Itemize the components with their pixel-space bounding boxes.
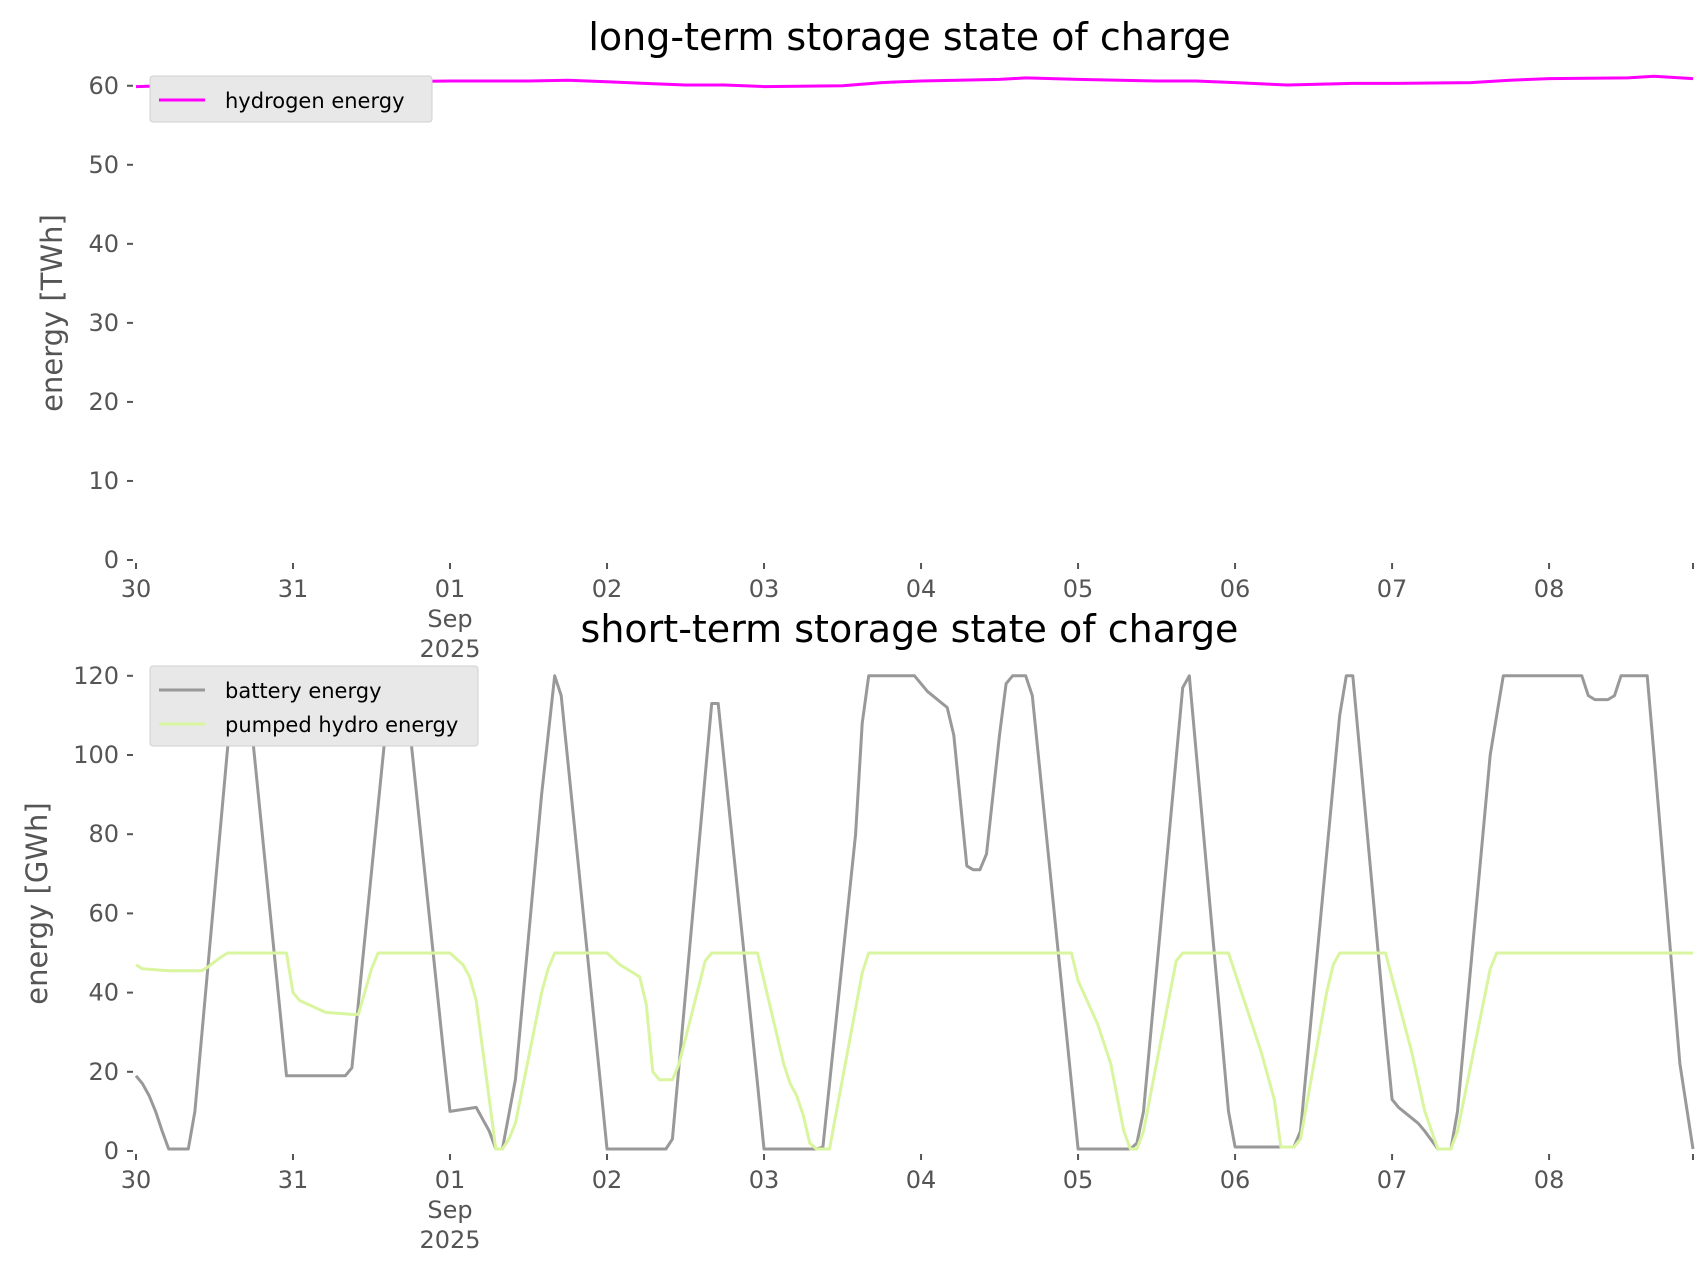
y-axis-label: energy [TWh]	[35, 214, 69, 412]
x-tick-label: 02	[592, 575, 623, 603]
x-tick-label: 08	[1534, 575, 1565, 603]
legend-box	[149, 75, 433, 123]
x-tick-label: 31	[278, 575, 309, 603]
x-tick-label: 04	[906, 575, 937, 603]
chart-title: short-term storage state of charge	[581, 607, 1239, 651]
y-tick-label: 50	[88, 151, 119, 179]
y-tick-label: 40	[88, 979, 119, 1007]
y-tick-label: 60	[88, 72, 119, 100]
y-axis-label: energy [GWh]	[20, 802, 54, 1004]
y-tick-label: 40	[88, 230, 119, 258]
x-tick-label: 01	[435, 575, 466, 603]
y-tick-label: 20	[88, 1058, 119, 1086]
x-tick-sublabel: 2025	[419, 635, 480, 663]
y-tick-label: 30	[88, 309, 119, 337]
y-tick-label: 10	[88, 467, 119, 495]
chart-2: short-term storage state of charge energy…	[20, 607, 1695, 1254]
x-tick-label: 03	[749, 1166, 780, 1194]
x-tick-label: 05	[1063, 575, 1094, 603]
series-line-hydrogen-energy	[135, 74, 1694, 89]
y-tick-label: 0	[104, 1137, 119, 1165]
legend-box	[149, 665, 479, 747]
y-tick-label: 60	[88, 899, 119, 927]
y-tick-label: 20	[88, 388, 119, 416]
x-tick-label: 02	[592, 1166, 623, 1194]
legend: battery energy pumped hydro energy	[149, 665, 479, 747]
y-tick-label: 80	[88, 820, 119, 848]
x-tick-sublabel: Sep	[427, 1196, 472, 1224]
x-tick-label: 07	[1377, 575, 1408, 603]
x-tick-sublabel: Sep	[427, 605, 472, 633]
legend-label: hydrogen energy	[225, 89, 405, 113]
legend-label: battery energy	[225, 679, 382, 703]
legend-label: pumped hydro energy	[225, 713, 458, 737]
x-tick-label: 08	[1534, 1166, 1565, 1194]
y-tick-label: 0	[104, 546, 119, 574]
x-tick-label: 04	[906, 1166, 937, 1194]
series-line-pumped-hydro-energy	[135, 951, 1693, 1151]
y-tick-label: 120	[73, 662, 119, 690]
x-tick-sublabel: 2025	[419, 1226, 480, 1254]
x-tick-label: 01	[435, 1166, 466, 1194]
legend: hydrogen energy	[149, 75, 433, 123]
x-tick-label: 06	[1220, 1166, 1251, 1194]
series-line-battery-energy	[134, 674, 1695, 1151]
y-tick-label: 100	[73, 741, 119, 769]
chart-1: long-term storage state of charge energy …	[35, 15, 1694, 663]
x-tick-label: 30	[121, 575, 152, 603]
x-tick-label: 05	[1063, 1166, 1094, 1194]
x-tick-label: 07	[1377, 1166, 1408, 1194]
x-tick-label: 31	[278, 1166, 309, 1194]
x-tick-label: 03	[749, 575, 780, 603]
chart-title: long-term storage state of charge	[588, 15, 1230, 59]
x-tick-label: 30	[121, 1166, 152, 1194]
x-tick-label: 06	[1220, 575, 1251, 603]
